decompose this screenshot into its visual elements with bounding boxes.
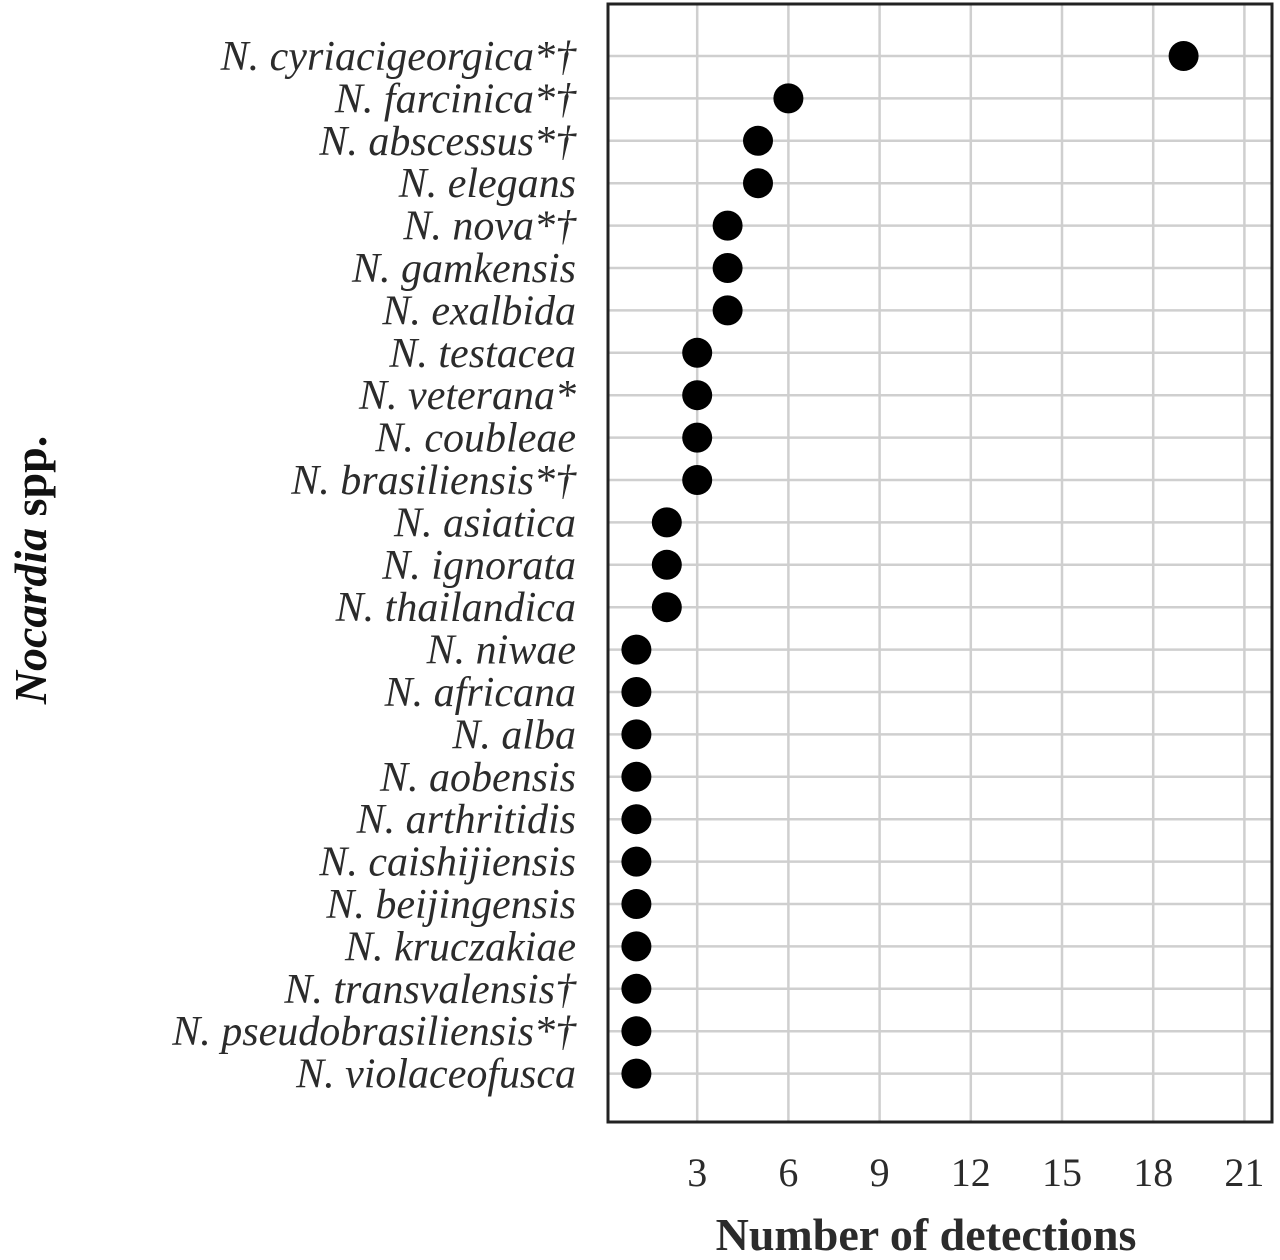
category-label: N. elegans [398,161,576,207]
data-point [621,1016,652,1047]
category-label: N. abscessus*† [318,119,577,165]
y-axis-title-suffix: spp. [5,436,56,528]
category-label: N. exalbida [381,288,576,334]
data-point [682,465,713,495]
category-label: N. pseudobrasiliensis*† [171,1009,577,1055]
category-label: N. coubleae [374,416,576,462]
data-point [1168,41,1199,71]
category-label: N. beijingensis [325,882,576,928]
category-label: N. kruczakiae [344,924,576,970]
data-point [621,846,652,877]
x-tick-label: 12 [951,1150,991,1195]
data-point [621,634,652,665]
data-point [712,253,743,283]
data-point [682,337,713,368]
category-label: N. brasiliensis*† [290,458,577,504]
grid-lines [608,4,1272,1122]
y-axis-title-genus: Nocardia [5,528,56,705]
x-tick-label: 15 [1042,1150,1082,1195]
category-label: N. thailandica [335,585,576,631]
category-label: N. alba [451,712,576,758]
category-label: N. farcinica*† [334,76,577,122]
data-point [651,592,682,623]
category-label: N. asiatica [393,500,576,546]
category-label: N. cyriacigeorgica*† [220,34,577,80]
x-tick-label: 9 [870,1150,890,1195]
data-point [651,549,682,580]
category-label: N. veterana* [358,373,576,419]
category-label: N. arthritidis [356,797,576,843]
data-point [682,422,713,453]
category-label: N. gamkensis [351,246,576,292]
category-label: N. transvalensis† [283,967,577,1013]
data-point [621,889,652,919]
data-point [621,1058,652,1089]
x-axis-title: Number of detections [716,1209,1137,1260]
data-point [712,210,743,241]
data-points [621,41,1199,1089]
data-point [621,761,652,792]
data-point [743,125,773,156]
x-tick-labels: 3 6 9 12 15 18 21 [687,1150,1264,1195]
category-label: N. ignorata [381,543,576,589]
category-label: N. africana [384,670,576,716]
x-tick-label: 6 [778,1150,798,1195]
category-labels: N. cyriacigeorgica*†N. farcinica*†N. abs… [171,34,577,1098]
y-axis-title: Nocardia spp. [5,436,56,705]
category-label: N. caishijiensis [318,840,576,886]
data-point [712,295,743,326]
category-label: N. niwae [426,628,576,674]
data-point [743,168,773,199]
data-point [682,380,713,411]
data-point [621,719,652,750]
x-tick-label: 18 [1133,1150,1173,1195]
category-label: N. nova*† [402,204,577,250]
data-point [621,804,652,835]
category-label: N. testacea [388,331,576,377]
x-tick-label: 3 [687,1150,707,1195]
data-point [651,507,682,538]
data-point [621,973,652,1004]
category-label: N. aobensis [379,755,576,801]
plot-panel-border [606,2,1274,1124]
x-tick-label: 21 [1224,1150,1264,1195]
category-label: N. violaceofusca [295,1052,576,1098]
data-point [773,83,804,114]
data-point [621,931,652,962]
data-point [621,677,652,707]
